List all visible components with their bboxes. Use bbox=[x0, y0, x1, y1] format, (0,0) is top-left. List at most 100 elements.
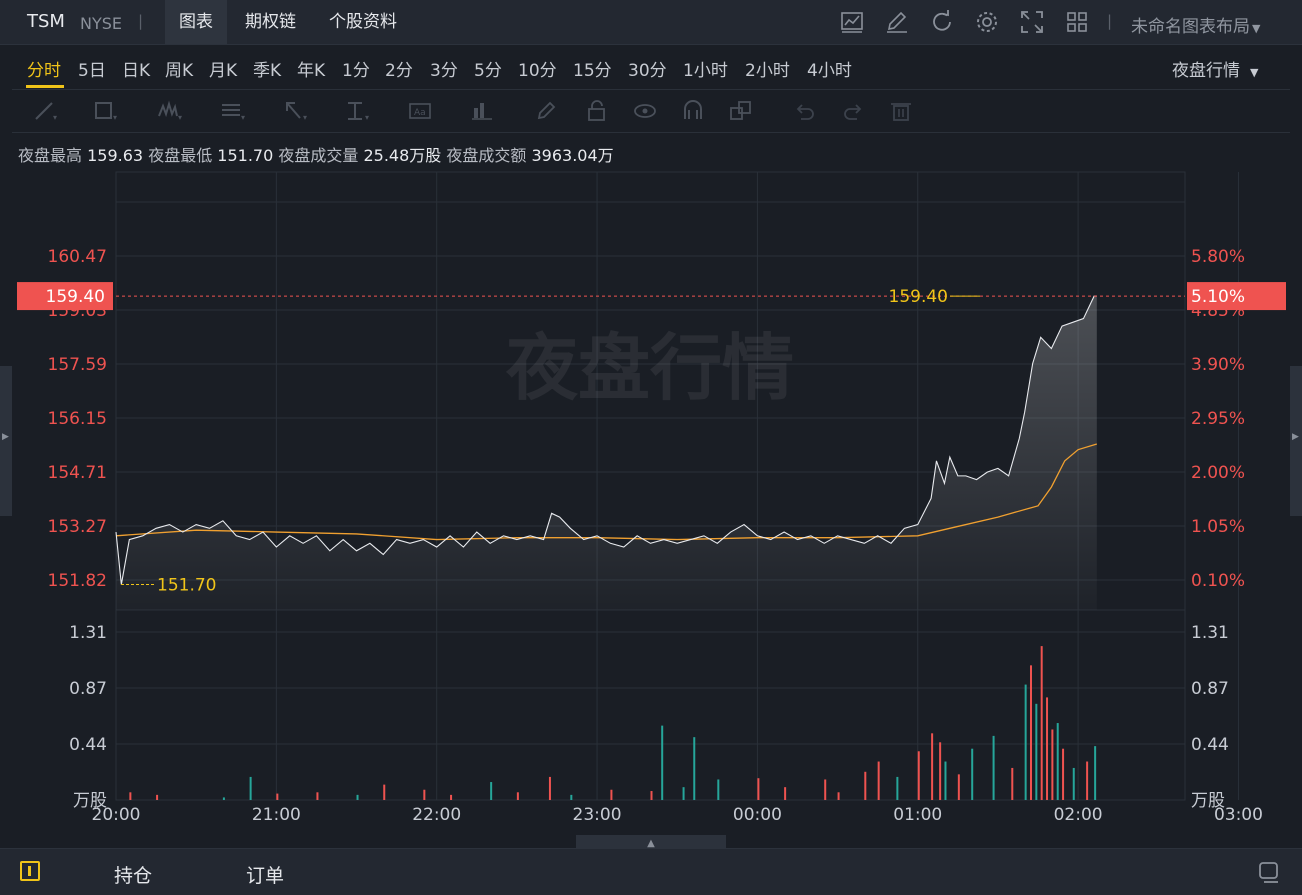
time-tick-label: 22:00 bbox=[412, 805, 461, 825]
high-marker-label: 159.40 bbox=[889, 287, 948, 307]
volume-bar bbox=[1051, 729, 1054, 800]
volume-bar bbox=[896, 776, 899, 800]
tab-chart[interactable]: 图表 bbox=[165, 0, 227, 44]
session-label: 夜盘行情 bbox=[1172, 61, 1240, 81]
period-item[interactable]: 5日 bbox=[78, 61, 106, 81]
session-dropdown[interactable]: 夜盘行情 ▼ bbox=[1172, 56, 1258, 81]
refresh-icon[interactable] bbox=[929, 9, 955, 35]
tab-positions[interactable]: 持仓 bbox=[114, 865, 153, 887]
volume-bar bbox=[717, 779, 720, 800]
period-item[interactable]: 3分 bbox=[430, 61, 458, 81]
volume-tick-label: 0.87 bbox=[69, 679, 107, 699]
divider: | bbox=[138, 12, 144, 30]
volume-bars bbox=[129, 646, 1097, 800]
rect-tool-icon[interactable]: ▾ bbox=[92, 98, 118, 124]
svg-text:▾: ▾ bbox=[303, 113, 307, 122]
volume-bar bbox=[129, 792, 132, 800]
chart-line-icon[interactable] bbox=[839, 9, 865, 35]
volume-bar bbox=[757, 778, 760, 800]
tab-options[interactable]: 期权链 bbox=[245, 12, 296, 32]
lock-icon[interactable] bbox=[584, 98, 610, 124]
pct-tick-label: 5.80% bbox=[1191, 247, 1245, 267]
period-item[interactable]: 1分 bbox=[342, 61, 370, 81]
volume-bar bbox=[1072, 767, 1075, 800]
time-tick-label: 21:00 bbox=[252, 805, 301, 825]
right-panel-handle[interactable]: ▶ bbox=[1290, 366, 1302, 516]
panel-collapse-handle[interactable] bbox=[576, 835, 726, 848]
arrow-tool-icon[interactable]: ▾ bbox=[282, 98, 308, 124]
period-item[interactable]: 季K bbox=[253, 61, 282, 81]
volume-bar bbox=[423, 789, 426, 800]
volume-bar bbox=[957, 774, 960, 800]
last-price-tag bbox=[17, 282, 113, 311]
price-tick-label: 156.15 bbox=[48, 409, 107, 429]
tab-profile[interactable]: 个股资料 bbox=[329, 12, 397, 32]
period-item[interactable]: 分时 bbox=[27, 61, 61, 81]
price-tick-label: 151.82 bbox=[48, 571, 107, 591]
volume-bar bbox=[837, 792, 840, 800]
wave-tool-icon[interactable]: ▾ bbox=[157, 98, 183, 124]
gear-icon[interactable] bbox=[974, 9, 1000, 35]
volume-bar bbox=[682, 787, 685, 800]
last-price-value: 159.40 bbox=[46, 287, 105, 307]
volume-tick-label: 0.44 bbox=[1191, 735, 1229, 755]
period-item[interactable]: 5分 bbox=[474, 61, 502, 81]
volume-bar bbox=[1094, 746, 1097, 800]
pencil-icon[interactable] bbox=[884, 9, 910, 35]
time-tick-label: 01:00 bbox=[893, 805, 942, 825]
fib-tool-icon[interactable]: ▾ bbox=[220, 98, 246, 124]
expand-icon[interactable] bbox=[1019, 9, 1045, 35]
tab-orders[interactable]: 订单 bbox=[246, 865, 285, 887]
undo-icon[interactable] bbox=[792, 98, 818, 124]
line-tool-icon[interactable]: ▾ bbox=[32, 98, 58, 124]
period-item[interactable]: 月K bbox=[209, 61, 238, 81]
volume-bar bbox=[1035, 703, 1038, 800]
left-panel-handle[interactable]: ▶ bbox=[0, 366, 12, 516]
svg-text:Aa: Aa bbox=[414, 108, 426, 118]
copy-icon[interactable] bbox=[728, 98, 754, 124]
bars-tool-icon[interactable] bbox=[470, 98, 496, 124]
period-item[interactable]: 4小时 bbox=[807, 61, 852, 81]
period-item[interactable]: 30分 bbox=[628, 61, 667, 81]
period-item[interactable]: 周K bbox=[165, 61, 194, 81]
intraday-chart[interactable]: 夜盘行情 160.47159.03157.59156.15154.71153.2… bbox=[0, 0, 1302, 848]
volume-bar bbox=[1056, 723, 1059, 800]
volume-bar bbox=[1086, 761, 1089, 800]
stat-low-label: 夜盘最低 bbox=[148, 146, 213, 165]
watermark: 夜盘行情 bbox=[505, 326, 794, 410]
measure-tool-icon[interactable]: ▾ bbox=[344, 98, 370, 124]
period-item[interactable]: 15分 bbox=[573, 61, 612, 81]
period-item[interactable]: 10分 bbox=[518, 61, 557, 81]
period-item[interactable]: 年K bbox=[297, 61, 326, 81]
chat-icon[interactable] bbox=[1257, 861, 1281, 883]
divider: | bbox=[1107, 12, 1113, 30]
panel-toggle-icon[interactable] bbox=[20, 861, 40, 881]
grid-icon[interactable] bbox=[1064, 9, 1090, 35]
volume-bar bbox=[516, 792, 519, 800]
magnet-icon[interactable] bbox=[680, 98, 706, 124]
eye-icon[interactable] bbox=[632, 98, 658, 124]
chevron-up-icon: ▲ bbox=[647, 838, 655, 848]
svg-text:▾: ▾ bbox=[178, 113, 182, 122]
brush-icon[interactable] bbox=[534, 98, 560, 124]
period-item[interactable]: 2分 bbox=[385, 61, 413, 81]
period-item[interactable]: 日K bbox=[122, 61, 151, 81]
layout-dropdown[interactable]: 未命名图表布局 ▼ bbox=[1131, 12, 1260, 37]
volume-bar bbox=[1011, 767, 1014, 800]
svg-text:▾: ▾ bbox=[241, 113, 245, 122]
volume-bar bbox=[356, 794, 359, 800]
volume-bar bbox=[156, 794, 159, 800]
stat-amount-label: 夜盘成交额 bbox=[446, 146, 527, 165]
stat-low-value: 151.70 bbox=[217, 146, 274, 165]
text-tool-icon[interactable]: Aa bbox=[408, 98, 434, 124]
redo-icon[interactable] bbox=[840, 98, 866, 124]
period-item[interactable]: 2小时 bbox=[745, 61, 790, 81]
volume-bar bbox=[383, 784, 386, 800]
price-line bbox=[115, 295, 1097, 585]
trash-icon[interactable] bbox=[888, 98, 914, 124]
ticker-symbol[interactable]: TSM bbox=[27, 11, 65, 32]
low-marker-label: 151.70 bbox=[157, 575, 216, 595]
stat-volume-value: 25.48万股 bbox=[363, 146, 442, 165]
drawing-toolbar: ▾ ▾ ▾ ▾ ▾ ▾ Aa bbox=[12, 89, 1290, 133]
period-item[interactable]: 1小时 bbox=[683, 61, 728, 81]
